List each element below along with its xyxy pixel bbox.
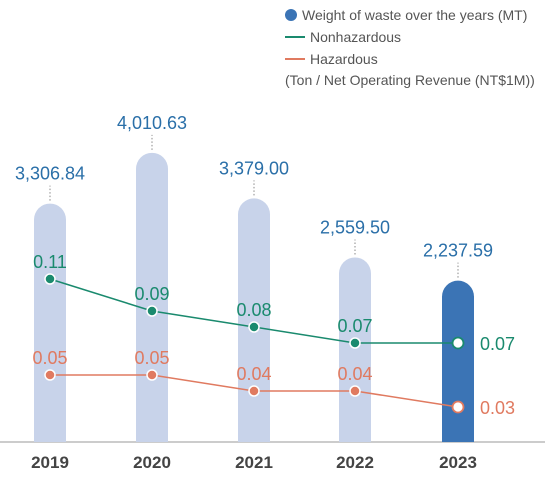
bar-2022 [339, 257, 371, 442]
point-nonhazardous [44, 273, 56, 285]
point-value-label: 0.07 [337, 316, 372, 336]
point-value-label: 0.07 [480, 334, 515, 354]
point-hazardous [451, 400, 465, 414]
bar-2021 [238, 198, 270, 442]
point-value-label: 0.05 [134, 348, 169, 368]
legend-item-nonhazardous: Nonhazardous [285, 26, 535, 48]
bar-value-label: 3,379.00 [219, 158, 289, 178]
point-hazardous [349, 385, 361, 397]
point-value-label: 0.04 [236, 364, 271, 384]
x-tick-label: 2022 [336, 453, 374, 472]
bar-value-label: 2,559.50 [320, 217, 390, 237]
legend-label-bars: Weight of waste over the years (MT) [302, 7, 528, 23]
point-value-label: 0.08 [236, 300, 271, 320]
unit-note: (Ton / Net Operating Revenue (NT$1M)) [285, 72, 535, 88]
legend-label-hazardous: Hazardous [310, 51, 378, 67]
point-value-label: 0.04 [337, 364, 372, 384]
x-tick-label: 2021 [235, 453, 273, 472]
point-hazardous [44, 369, 56, 381]
point-value-label: 0.05 [32, 348, 67, 368]
point-nonhazardous [451, 336, 465, 350]
bar-value-label: 4,010.63 [117, 113, 187, 133]
legend: Weight of waste over the years (MT) Nonh… [285, 4, 535, 88]
bars-group [34, 134, 474, 443]
bar-value-label: 3,306.84 [15, 164, 85, 184]
bar-2020 [136, 152, 168, 443]
legend-line-icon [285, 58, 305, 60]
point-value-label: 0.03 [480, 398, 515, 418]
x-tick-label: 2023 [439, 453, 477, 472]
legend-item-hazardous: Hazardous [285, 48, 535, 70]
point-hazardous [146, 369, 158, 381]
legend-item-bars: Weight of waste over the years (MT) [285, 4, 535, 26]
x-tick-label: 2019 [31, 453, 69, 472]
lines-group [44, 273, 465, 414]
point-nonhazardous [146, 305, 158, 317]
legend-line-icon [285, 36, 305, 38]
bar-2023 [442, 280, 474, 442]
point-nonhazardous [349, 337, 361, 349]
bar-value-label: 2,237.59 [423, 241, 493, 261]
bar-2019 [34, 203, 66, 442]
point-value-label: 0.09 [134, 284, 169, 304]
point-hazardous [248, 385, 260, 397]
point-value-label: 0.11 [33, 252, 67, 272]
x-tick-label: 2020 [133, 453, 171, 472]
legend-dot-icon [285, 9, 297, 21]
legend-label-nonhazardous: Nonhazardous [310, 29, 402, 45]
point-nonhazardous [248, 321, 260, 333]
labels-group: 3,306.84 2019 4,010.63 2020 3,379.00 2021 2,55… [15, 113, 515, 472]
